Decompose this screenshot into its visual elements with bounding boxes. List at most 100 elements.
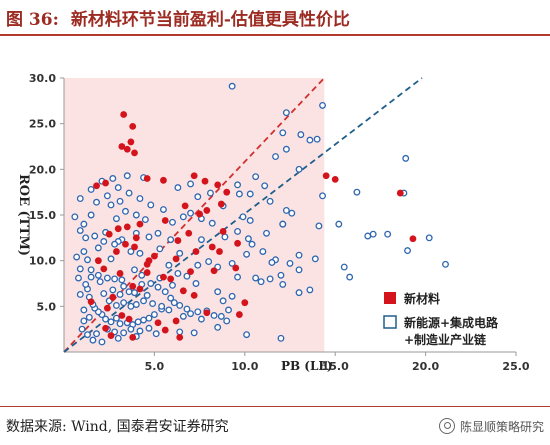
data-point-new-energy [194,308,202,316]
data-point-new-energy [174,184,182,192]
data-point-new-energy [194,193,202,201]
data-point-new-energy [221,233,229,241]
data-point-new-energy [311,255,319,263]
data-point-new-material [136,285,144,293]
data-point-new-energy [120,282,128,290]
data-point-new-energy [335,220,343,228]
data-point-new-energy [107,318,115,326]
data-point-new-energy [266,275,274,283]
data-point-new-energy [190,329,198,337]
data-point-new-energy [228,259,236,267]
data-point-new-energy [147,280,155,287]
data-point-new-energy [214,323,222,331]
data-point-new-material [203,207,211,214]
data-point-new-material [409,235,417,243]
data-point-new-material [219,228,227,235]
data-point-new-energy [402,154,410,162]
data-point-new-material [143,175,151,182]
legend-label-new-material: 新材料 [404,291,440,306]
data-point-new-material [154,319,162,327]
data-point-new-energy [87,185,95,193]
figure-label: 图 36: [6,9,59,30]
y-tick-label: 10.0 [29,255,56,268]
data-point-new-energy [210,312,218,319]
data-point-new-energy [259,248,267,255]
data-point-new-material [241,299,249,307]
data-point-new-energy [279,280,287,288]
data-point-new-energy [169,218,176,226]
data-point-new-energy [319,192,326,200]
data-point-new-energy [261,182,269,190]
data-point-new-energy [80,220,88,228]
data-point-new-material [143,260,151,268]
x-axis-label: PB (LF) [281,359,333,373]
data-point-new-energy [71,213,79,221]
data-point-new-energy [159,206,167,213]
data-point-new-energy [194,261,202,269]
data-point-new-energy [234,273,242,281]
x-tick-label: 15.0 [322,360,349,373]
data-point-new-energy [187,180,195,188]
data-point-new-energy [138,271,146,279]
data-point-new-material [132,234,140,242]
data-point-new-energy [87,266,95,274]
data-point-new-energy [192,280,200,287]
data-point-new-energy [152,330,160,338]
data-point-new-energy [313,135,321,143]
data-point-new-energy [425,234,433,242]
data-point-new-energy [140,297,148,305]
data-point-new-energy [297,131,305,139]
data-point-new-material [102,324,109,332]
data-point-new-material [151,252,158,260]
wechat-icon [438,418,455,434]
data-point-new-energy [111,275,119,283]
data-point-new-material [100,265,108,273]
data-point-new-energy [147,201,155,209]
data-point-new-material [174,237,182,244]
data-point-new-material [322,172,330,180]
data-point-new-energy [118,276,126,284]
data-point-new-energy [127,248,135,255]
data-point-new-material [161,217,169,224]
data-point-new-energy [123,172,131,180]
data-point-new-energy [176,301,184,309]
data-point-new-energy [120,329,128,337]
data-point-new-material [102,179,109,187]
data-point-new-material [223,188,231,196]
data-point-new-energy [315,222,323,230]
data-point-new-energy [112,215,120,223]
data-point-new-material [235,311,243,318]
data-point-new-energy [244,235,252,243]
data-point-new-energy [103,274,111,282]
data-point-new-energy [243,250,251,258]
data-point-new-material [105,230,113,238]
data-point-new-energy [442,260,449,268]
data-point-new-energy [154,229,162,237]
y-tick-label: 5.0 [37,300,57,313]
data-point-new-material [179,287,187,295]
data-point-new-material [190,172,198,180]
data-point-new-energy [89,336,97,344]
data-point-new-material [94,257,102,265]
data-point-new-energy [174,270,182,277]
data-point-new-energy [235,190,243,198]
data-point-new-energy [73,253,81,261]
data-point-new-material [210,267,218,275]
data-point-new-energy [82,234,90,242]
data-point-new-energy [295,266,303,274]
footer: 数据来源: Wind, 国泰君安证券研究 陈显顺策略研究 [0,406,550,445]
data-point-new-energy [91,232,99,240]
data-point-new-energy [225,306,232,314]
data-point-new-energy [107,201,115,209]
figure-title-bar: 图 36: 新材料环节当前盈利-估值更具性价比 [0,0,550,36]
data-point-new-material [331,175,339,183]
data-point-new-energy [116,291,124,298]
data-point-new-material [214,181,222,189]
source-note: 数据来源: Wind, 国泰君安证券研究 [6,419,229,435]
data-point-new-energy [277,334,285,342]
data-point-new-material [114,225,122,233]
data-point-new-energy [116,197,124,205]
data-point-new-energy [306,136,314,144]
data-point-new-energy [120,299,128,307]
data-point-new-energy [131,266,138,274]
